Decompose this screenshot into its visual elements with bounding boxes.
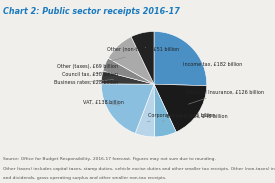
Text: and dividends, gross operating surplus and other smaller non-tax receipts.: and dividends, gross operating surplus a… <box>3 176 166 180</box>
Wedge shape <box>154 84 176 137</box>
Text: Other (taxes), £69 billion: Other (taxes), £69 billion <box>57 57 125 69</box>
Wedge shape <box>135 84 155 137</box>
Text: Income tax, £182 billion: Income tax, £182 billion <box>183 58 242 67</box>
Wedge shape <box>108 37 154 84</box>
Wedge shape <box>103 58 154 84</box>
Text: Corporation tax, £43 billion: Corporation tax, £43 billion <box>147 113 215 122</box>
Wedge shape <box>154 31 207 86</box>
Wedge shape <box>154 84 207 132</box>
Text: Business rates, £28 billion: Business rates, £28 billion <box>54 80 118 85</box>
Text: Other (taxes) includes capital taxes, stamp duties, vehicle excise duties and ot: Other (taxes) includes capital taxes, st… <box>3 167 275 171</box>
Text: Council tax, £30 billion: Council tax, £30 billion <box>62 70 118 77</box>
Text: VAT, £138 billion: VAT, £138 billion <box>82 100 123 105</box>
Text: Chart 2: Public sector receipts 2016-17: Chart 2: Public sector receipts 2016-17 <box>3 7 180 16</box>
Wedge shape <box>131 31 154 84</box>
Wedge shape <box>101 71 154 84</box>
Text: Other (non-taxes), £51 billion: Other (non-taxes), £51 billion <box>108 47 180 52</box>
Text: National Insurance, £126 billion: National Insurance, £126 billion <box>186 90 264 104</box>
Text: Excise duties, £48 billion: Excise duties, £48 billion <box>163 113 228 121</box>
Wedge shape <box>101 84 154 133</box>
Text: Source: Office for Budget Responsibility, 2016-17 forecast. Figures may not sum : Source: Office for Budget Responsibility… <box>3 157 216 161</box>
